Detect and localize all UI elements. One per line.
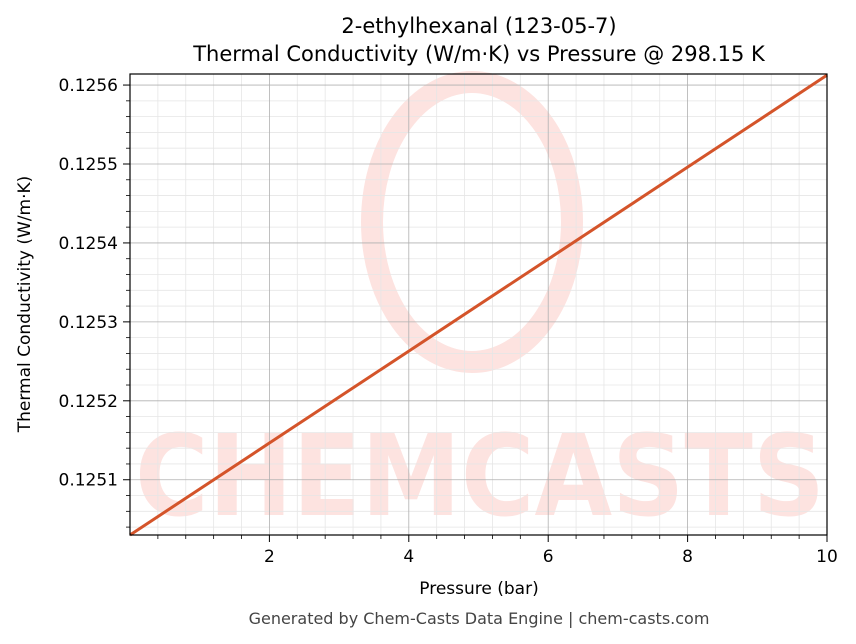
x-tick-label: 4 — [403, 547, 414, 567]
y-tick-label: 0.1251 — [59, 471, 118, 491]
x-tick-label: 6 — [543, 547, 554, 567]
y-axis-label: Thermal Conductivity (W/m·K) — [15, 176, 35, 434]
footer-credit: Generated by Chem-Casts Data Engine | ch… — [249, 609, 710, 628]
x-axis-label: Pressure (bar) — [419, 579, 538, 599]
series-line — [129, 73, 828, 537]
watermark-swirl-icon — [361, 71, 583, 373]
x-tick-label: 10 — [816, 547, 838, 567]
x-tick-label: 8 — [682, 547, 693, 567]
watermark: CHEMCASTS — [135, 71, 825, 542]
y-ticks: 0.1251 0.1252 0.1253 0.1254 0.1255 0.1256 — [59, 76, 130, 528]
x-tick-label: 2 — [264, 547, 275, 567]
chart-title-line2: Thermal Conductivity (W/m·K) vs Pressure… — [192, 42, 766, 66]
y-tick-label: 0.1255 — [59, 155, 118, 175]
minor-grid — [130, 74, 827, 535]
watermark-text: CHEMCASTS — [135, 412, 825, 542]
y-tick-label: 0.1252 — [59, 392, 118, 412]
y-tick-label: 0.1253 — [59, 313, 118, 333]
y-tick-label: 0.1256 — [59, 76, 118, 96]
plot-frame — [129, 73, 828, 536]
y-tick-label: 0.1254 — [59, 234, 118, 254]
chart-title-line1: 2-ethylhexanal (123-05-7) — [341, 14, 616, 38]
x-ticks: 2 4 6 8 10 — [157, 535, 838, 567]
